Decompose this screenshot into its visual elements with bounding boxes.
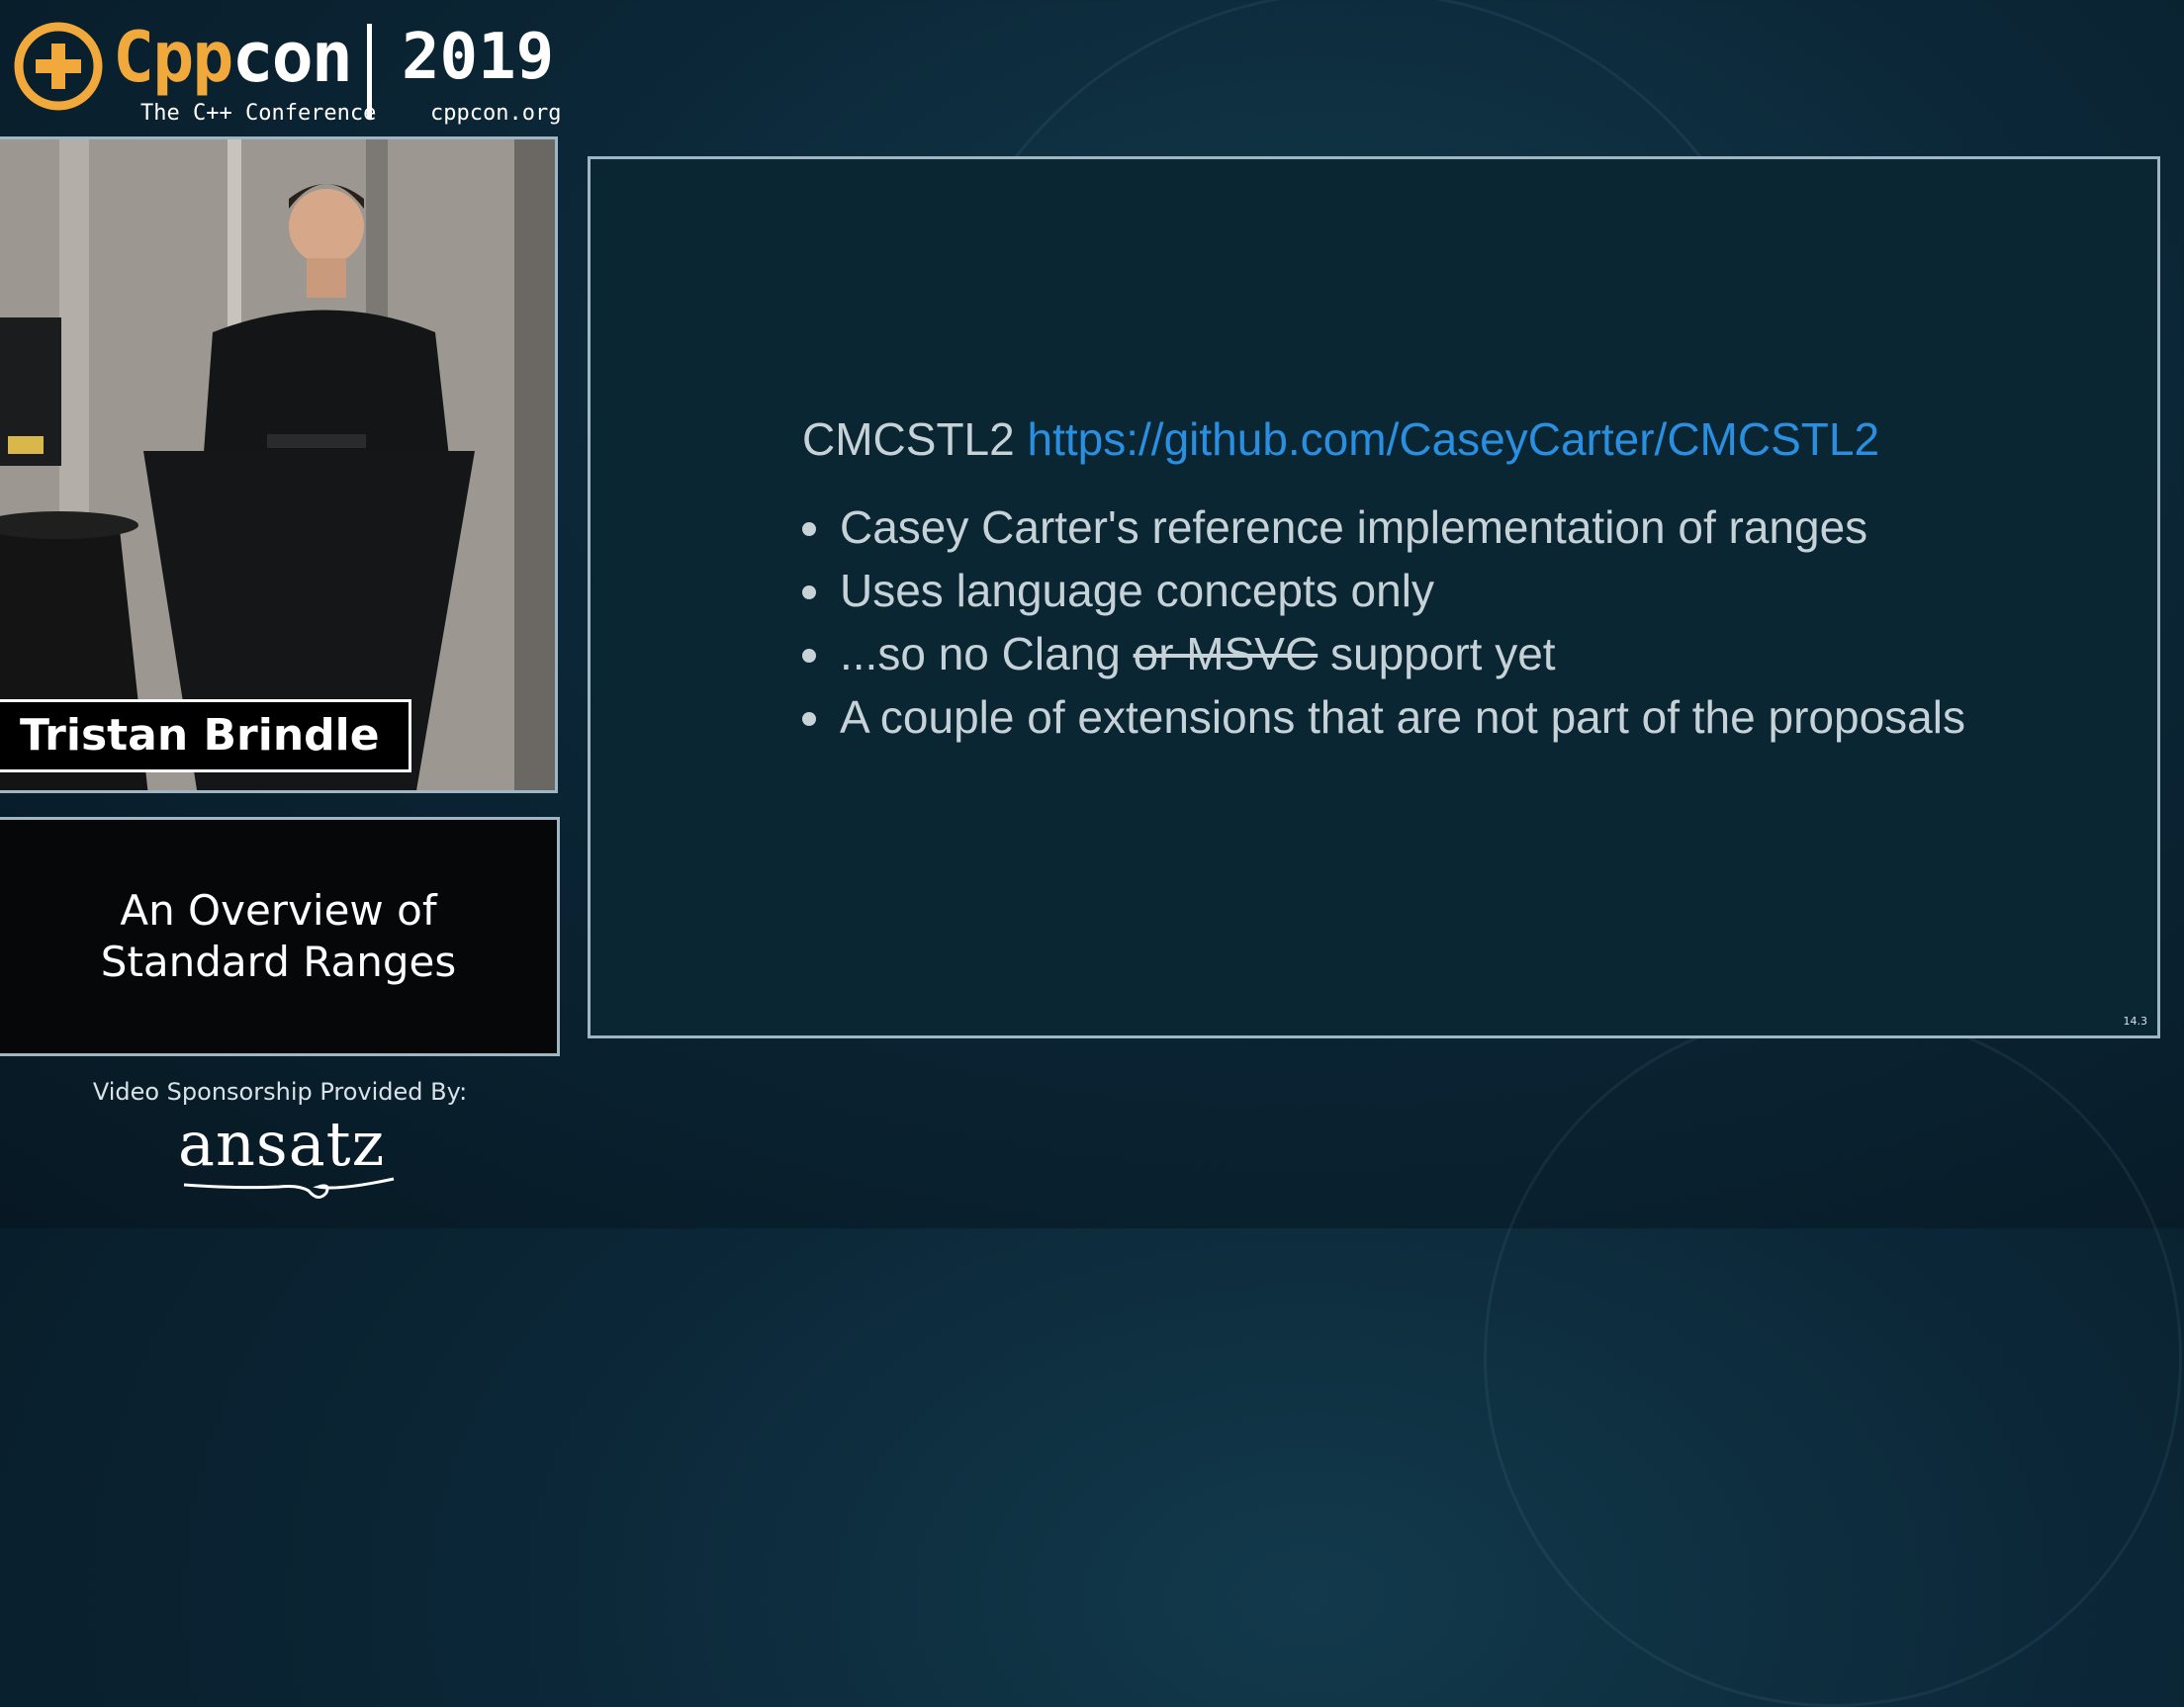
slide-bullet: A couple of extensions that are not part… (802, 685, 1989, 749)
talk-title: An Overview of Standard Ranges (101, 885, 456, 988)
cppcon-wordmark: Cppcon (113, 17, 353, 98)
bullet-text-before: ...so no Clang (840, 628, 1134, 679)
cppcon-plus-icon (14, 22, 103, 111)
slide-heading-prefix: CMCSTL2 (802, 413, 1015, 465)
speaker-video-scene (0, 139, 555, 790)
conference-year: 2019 (402, 21, 555, 94)
slide-bullet: ...so no Clang or MSVC support yet (802, 622, 1989, 685)
slide-bullet-list: Casey Carter's reference implementation … (802, 495, 1989, 749)
struck-text: or MSVC (1133, 628, 1319, 679)
speaker-name: Tristan Brindle (0, 699, 411, 772)
speaker-video: Tristan Brindle (0, 136, 558, 793)
presentation-slide: CMCSTL2 https://github.com/CaseyCarter/C… (588, 156, 2160, 1038)
background-arc (1484, 1009, 2182, 1707)
logo-divider (367, 24, 372, 119)
conference-tagline: The C++ Conference (140, 101, 377, 126)
slide-bullet: Uses language concepts only (802, 559, 1989, 622)
sponsor-swash-icon (183, 1177, 395, 1199)
conference-url: cppcon.org (430, 101, 562, 126)
talk-title-panel: An Overview of Standard Ranges (0, 817, 560, 1056)
slide-bullet: Casey Carter's reference implementation … (802, 495, 1989, 559)
sponsor-logo: ansatz (178, 1108, 386, 1180)
slide-heading: CMCSTL2 https://github.com/CaseyCarter/C… (802, 412, 1879, 466)
cppcon-logo: Cppcon The C++ Conference 2019 cppcon.or… (14, 18, 568, 127)
talk-title-line: An Overview of (120, 886, 437, 935)
talk-title-line: Standard Ranges (100, 938, 457, 986)
sponsor-label: Video Sponsorship Provided By: (92, 1078, 468, 1106)
slide-page-number: 14.3 (2123, 1015, 2148, 1028)
github-link[interactable]: https://github.com/CaseyCarter/CMCSTL2 (1027, 413, 1880, 465)
bullet-text-after: support yet (1318, 628, 1556, 679)
